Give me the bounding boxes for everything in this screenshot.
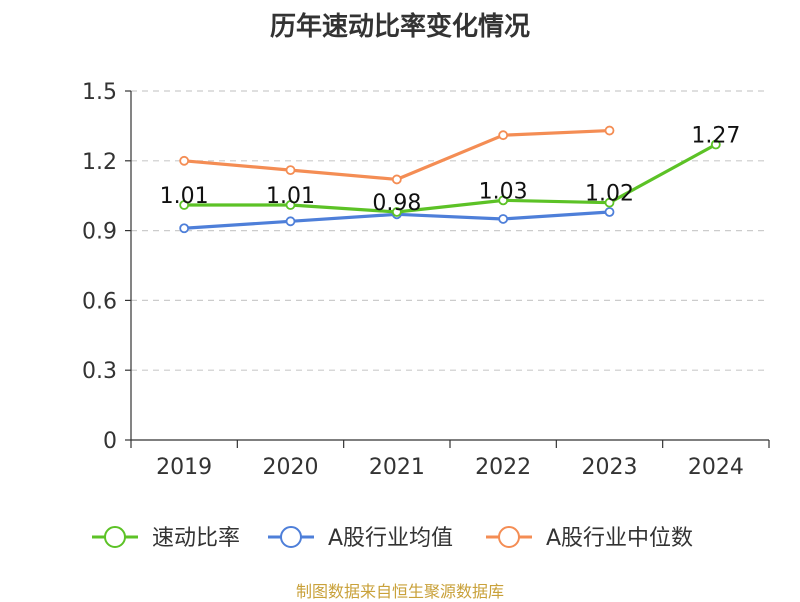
series-lines — [179, 125, 721, 234]
x-tick-label: 2023 — [582, 455, 638, 480]
data-point-s2-4[interactable] — [604, 125, 615, 136]
legend-marker — [498, 526, 520, 548]
data-point-s2-2[interactable] — [391, 174, 402, 185]
legend-item-0[interactable]: 速动比率 — [92, 526, 240, 551]
data-point-s2-1[interactable] — [285, 165, 296, 176]
y-tick-label: 0.3 — [82, 359, 117, 384]
legend-label: A股行业中位数 — [546, 526, 693, 551]
y-tick-label: 0.9 — [82, 220, 117, 245]
grid-lines — [131, 90, 769, 371]
legend-marker — [104, 526, 126, 548]
x-tick-label: 2022 — [475, 455, 531, 480]
data-label: 1.27 — [691, 124, 740, 149]
data-label: 1.01 — [160, 184, 209, 209]
data-point-s0-4[interactable] — [604, 197, 615, 208]
legend-label: 速动比率 — [152, 526, 240, 551]
series-line-0 — [184, 143, 717, 214]
data-point-s2-0[interactable] — [179, 155, 190, 166]
y-tick-label: 1.2 — [82, 150, 117, 175]
y-tick-label: 0.6 — [82, 289, 117, 314]
x-tick-label: 2019 — [156, 455, 212, 480]
x-tick-label: 2024 — [688, 455, 744, 480]
data-labels: 1.01 1.01 0.98 1.03 1.02 1.27 — [160, 124, 741, 216]
legend[interactable]: 速动比率 A股行业均值 A股行业中位数 — [92, 526, 693, 551]
x-tick-label: 2021 — [369, 455, 425, 480]
data-label: 0.98 — [372, 191, 421, 216]
legend-marker — [280, 526, 302, 548]
data-point-s0-1[interactable] — [285, 200, 296, 210]
data-label: 1.03 — [479, 179, 528, 204]
axes: 0 0.3 0.6 0.9 1.2 1.5 2019 2020 2021 2022 2023 2024 — [82, 80, 770, 480]
data-point-s0-2[interactable] — [391, 207, 402, 217]
legend-label: A股行业均值 — [328, 526, 453, 551]
x-tick-label: 2020 — [263, 455, 319, 480]
data-point-s1-1[interactable] — [285, 216, 296, 227]
data-point-s0-0[interactable] — [179, 200, 190, 210]
data-point-s1-3[interactable] — [498, 214, 509, 224]
y-tick-label: 1.5 — [82, 80, 117, 105]
data-point-s1-0[interactable] — [179, 223, 190, 234]
source-note: 制图数据来自恒生聚源数据库 — [295, 582, 504, 601]
series-line-2 — [184, 128, 610, 182]
data-point-s2-3[interactable] — [498, 130, 509, 141]
data-point-s1-4[interactable] — [604, 207, 615, 217]
data-point-s0-3[interactable] — [498, 195, 509, 206]
y-tick-label: 0 — [103, 429, 117, 454]
data-label: 1.02 — [585, 182, 634, 207]
legend-item-1[interactable]: A股行业均值 — [268, 526, 453, 551]
chart-title: 历年速动比率变化情况 — [269, 12, 530, 42]
data-point-s0-5[interactable] — [710, 139, 721, 150]
data-label: 1.01 — [266, 184, 315, 209]
legend-item-2[interactable]: A股行业中位数 — [486, 526, 693, 551]
